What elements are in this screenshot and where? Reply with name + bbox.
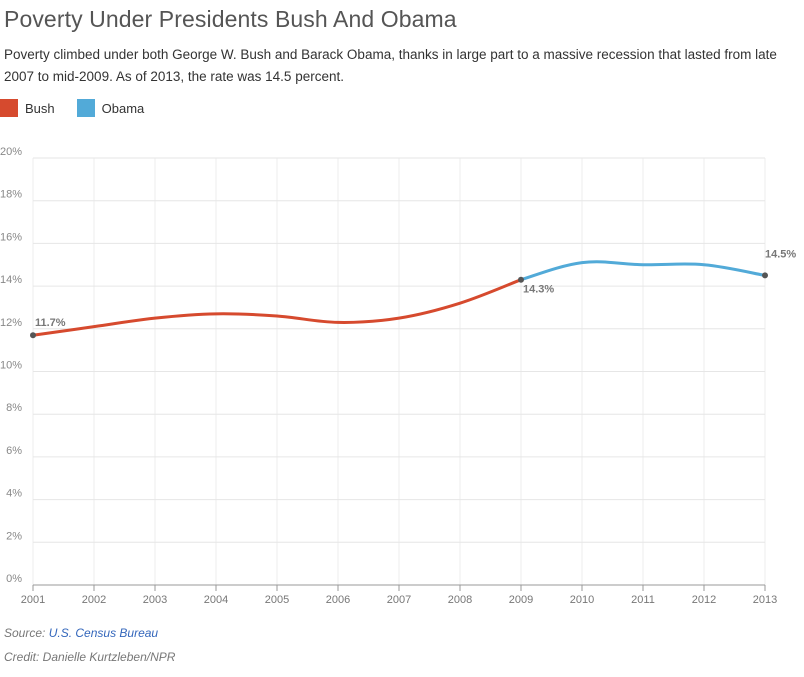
y-tick-label: 2% <box>6 530 22 542</box>
y-tick-label: 16% <box>0 231 22 243</box>
legend-item-obama[interactable]: Obama <box>76 99 145 117</box>
chart-subtitle: Poverty climbed under both George W. Bus… <box>4 47 777 84</box>
chart-title: Poverty Under Presidents Bush And Obama <box>4 6 457 32</box>
data-label: 14.5% <box>765 248 796 260</box>
source-line: Source: U.S. Census Bureau <box>4 626 158 640</box>
data-point-marker <box>762 272 768 279</box>
x-tick-label: 2004 <box>204 594 228 606</box>
y-tick-label: 4% <box>6 488 22 500</box>
x-tick-label: 2010 <box>570 594 594 606</box>
y-tick-label: 0% <box>6 573 22 585</box>
series-line-bush <box>31 278 523 337</box>
x-tick-label: 2007 <box>387 594 411 606</box>
y-tick-label: 10% <box>0 360 22 372</box>
y-tick-label: 14% <box>0 274 22 286</box>
x-tick-label: 2012 <box>692 594 716 606</box>
source-prefix: Source: <box>4 626 49 640</box>
x-tick-label: 2011 <box>631 594 655 606</box>
x-tick-label: 2009 <box>509 594 533 606</box>
y-tick-label: 20% <box>0 146 22 158</box>
data-label: 14.3% <box>523 284 554 296</box>
data-point-marker <box>518 276 524 283</box>
x-tick-label: 2005 <box>265 594 289 606</box>
x-tick-label: 2001 <box>21 594 45 606</box>
legend-item-bush[interactable]: Bush <box>0 99 55 117</box>
credit-line: Credit: Danielle Kurtzleben/NPR <box>4 650 176 664</box>
x-tick-label: 2003 <box>143 594 167 606</box>
x-tick-label: 2013 <box>753 594 777 606</box>
y-tick-label: 8% <box>6 402 22 414</box>
source-link[interactable]: U.S. Census Bureau <box>48 626 159 640</box>
legend: Bush Obama <box>0 98 166 118</box>
x-tick-label: 2006 <box>326 594 350 606</box>
y-tick-label: 6% <box>6 445 22 457</box>
legend-swatch-bush <box>0 99 18 117</box>
x-tick-label: 2008 <box>448 594 472 606</box>
y-tick-label: 18% <box>0 189 22 201</box>
x-tick-label: 2002 <box>82 594 106 606</box>
data-label: 11.7% <box>35 317 66 329</box>
series-line-obama <box>519 260 767 282</box>
legend-swatch-obama <box>76 99 95 117</box>
line-chart: 2001 2002 2003 2004 2005 2006 2007 2008 2009 2010… <box>0 146 796 606</box>
y-tick-label: 12% <box>0 317 22 329</box>
data-point-marker <box>30 332 36 339</box>
legend-label-bush: Bush <box>25 100 55 116</box>
legend-label-obama: Obama <box>101 100 145 116</box>
